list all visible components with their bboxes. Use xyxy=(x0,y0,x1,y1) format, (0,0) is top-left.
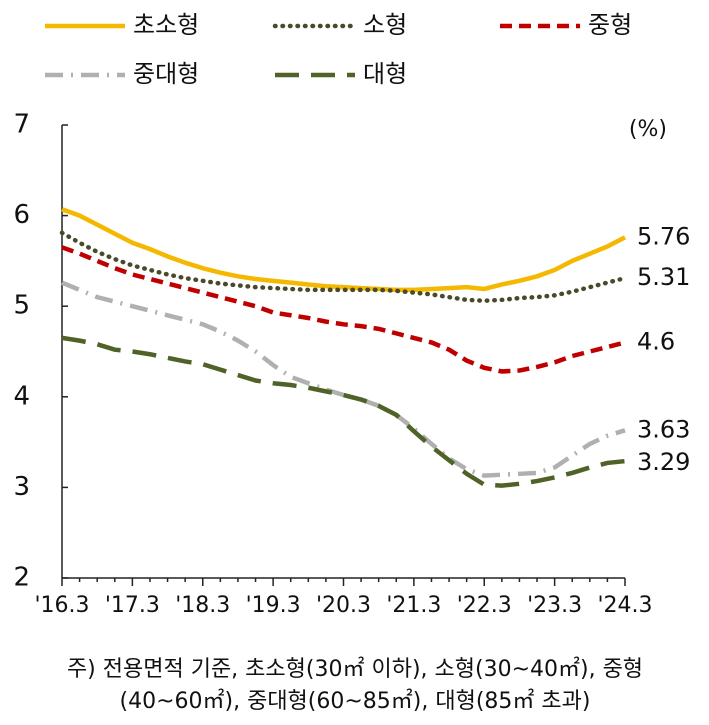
end-label: 5.31 xyxy=(637,263,690,291)
y-tick-label: 7 xyxy=(13,110,30,140)
note: 주) 전용면적 기준, 초소형(30㎡ 이하), 소형(30~40㎡), 중형 xyxy=(67,656,643,682)
series-line xyxy=(61,207,627,293)
legend-label: 소형 xyxy=(363,11,407,39)
legend-label: 초소형 xyxy=(133,11,199,39)
end-label: 5.76 xyxy=(637,222,690,250)
legend-label: 대형 xyxy=(363,60,407,88)
y-tick-label: 5 xyxy=(13,291,30,321)
x-tick-label: '20.3 xyxy=(316,593,371,618)
x-tick-label: '21.3 xyxy=(386,593,441,618)
y-tick-label: 4 xyxy=(13,381,30,411)
series-line xyxy=(59,230,628,304)
x-tick-label: '22.3 xyxy=(457,593,512,618)
end-label: 4.6 xyxy=(637,327,675,355)
x-tick-label: '17.3 xyxy=(105,593,160,618)
x-tick-label: '19.3 xyxy=(246,593,301,618)
end-label: 3.29 xyxy=(637,448,690,476)
y-tick-label: 2 xyxy=(13,563,30,593)
x-tick-label: '23.3 xyxy=(527,593,582,618)
series-line xyxy=(61,245,626,374)
x-tick-label: '16.3 xyxy=(34,593,89,618)
y-tick-label: 3 xyxy=(13,472,30,502)
x-tick-label: '18.3 xyxy=(175,593,230,618)
end-label: 3.63 xyxy=(637,415,690,443)
x-tick-label: '24.3 xyxy=(597,593,652,618)
note: (40~60㎡), 중대형(60~85㎡), 대형(85㎡ 초과) xyxy=(120,688,591,714)
unit-label: (%) xyxy=(629,117,667,142)
series-line xyxy=(61,280,626,478)
y-tick-label: 6 xyxy=(13,200,30,230)
legend-label: 중형 xyxy=(588,11,632,39)
series-line xyxy=(61,335,626,488)
legend-label: 중대형 xyxy=(133,60,199,88)
